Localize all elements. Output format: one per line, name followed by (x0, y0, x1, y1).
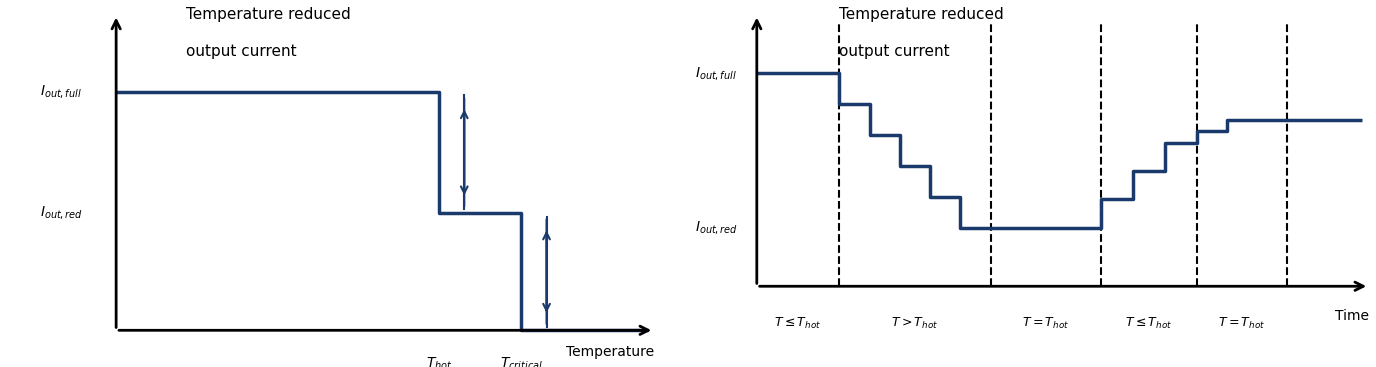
Text: output current: output current (839, 44, 949, 59)
Text: Time: Time (1335, 309, 1369, 323)
Text: Temperature: Temperature (566, 345, 654, 359)
Text: $I_{out,red}$: $I_{out,red}$ (695, 219, 738, 236)
Text: output current: output current (186, 44, 296, 59)
Text: $I_{out,full}$: $I_{out,full}$ (695, 65, 736, 82)
Text: $T\leq T_{hot}$: $T\leq T_{hot}$ (1126, 315, 1172, 331)
Text: $T>T_{hot}$: $T>T_{hot}$ (892, 315, 938, 331)
Text: Temperature reduced: Temperature reduced (839, 7, 1004, 22)
Text: $T=T_{hot}$: $T=T_{hot}$ (1218, 315, 1266, 331)
Text: $T_{hot}$: $T_{hot}$ (425, 356, 453, 367)
Text: $T=T_{hot}$: $T=T_{hot}$ (1022, 315, 1069, 331)
Text: $I_{out,red}$: $I_{out,red}$ (40, 204, 84, 221)
Text: $T_{critical}$: $T_{critical}$ (499, 356, 542, 367)
Text: $T\leq T_{hot}$: $T\leq T_{hot}$ (775, 315, 821, 331)
Text: Temperature reduced: Temperature reduced (186, 7, 351, 22)
Text: $I_{out,full}$: $I_{out,full}$ (40, 83, 83, 100)
